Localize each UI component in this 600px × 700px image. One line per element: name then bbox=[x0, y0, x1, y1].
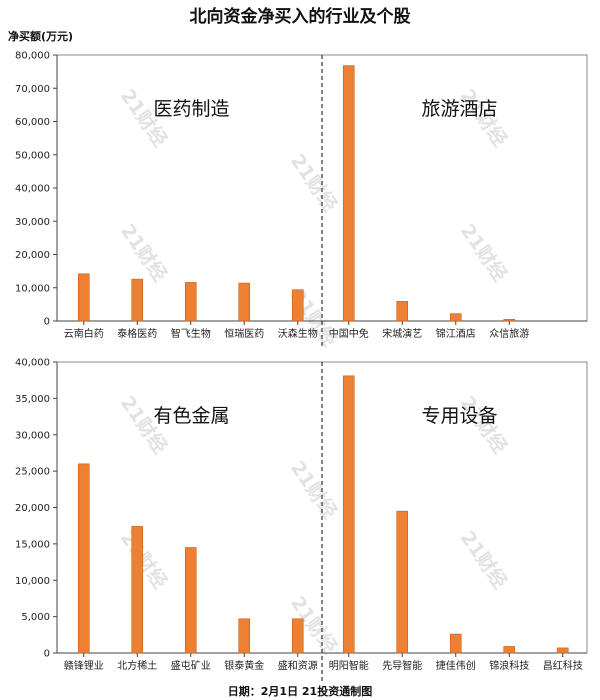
panel-2-watermark: 21财经 bbox=[286, 457, 342, 523]
panel-2-bar bbox=[184, 547, 197, 654]
panel-2-y-tick-label: 10,000 bbox=[15, 576, 50, 587]
panel-1-y-tick-label: 70,000 bbox=[15, 84, 50, 95]
panel-1-category-label: 泰格医药 bbox=[117, 327, 157, 340]
panel-2-y-tick-label: 40,000 bbox=[15, 358, 50, 369]
panel-1-category-label: 中国中免 bbox=[329, 327, 369, 340]
panel-2-category-label: 赣锋锂业 bbox=[64, 659, 104, 672]
panel-1-y-tick-label: 10,000 bbox=[15, 283, 50, 294]
panel-2-y-tick-label: 25,000 bbox=[15, 467, 50, 478]
panel-1-category-label: 智飞生物 bbox=[171, 327, 211, 340]
panel-2-bar bbox=[503, 646, 516, 654]
panel-1-bar bbox=[77, 273, 90, 322]
panel-2-bar bbox=[238, 618, 251, 654]
panel-2-segment-label: 专用设备 bbox=[421, 405, 497, 427]
footer-caption: 日期：2月1日 21投资通制图 bbox=[227, 685, 373, 698]
panel-1-category-label: 云南白药 bbox=[64, 327, 104, 340]
panel-2-category-label: 银泰黄金 bbox=[224, 659, 264, 672]
panel-2-segment-label: 有色金属 bbox=[153, 405, 229, 427]
panel-2-category-label: 北方稀土 bbox=[117, 659, 157, 672]
panel-1-category-label: 沃森生物 bbox=[278, 327, 318, 340]
panel-1-bar bbox=[238, 282, 251, 322]
panel-1-category-label: 锦江酒店 bbox=[436, 327, 476, 340]
panel-1-bar bbox=[449, 313, 462, 322]
panel-2-y-tick-label: 20,000 bbox=[15, 503, 50, 514]
panel-2-category-label: 捷佳伟创 bbox=[436, 659, 476, 672]
panel-2-bar bbox=[556, 647, 569, 654]
panel-2-category-label: 昌红科技 bbox=[543, 659, 583, 672]
panel-2-category-label: 先导智能 bbox=[382, 659, 422, 672]
panel-1-y-tick-label: 50,000 bbox=[15, 150, 50, 161]
panel-2-category-label: 锦浪科技 bbox=[489, 659, 529, 672]
panel-2-category-label: 明阳智能 bbox=[329, 659, 369, 672]
panel-2-y-tick-label: 0 bbox=[44, 649, 50, 660]
panel-2-watermark: 21财经 bbox=[116, 527, 172, 593]
chart-title: 北向资金净买入的行业及个股 bbox=[189, 7, 411, 27]
panel-1-watermark: 21财经 bbox=[286, 150, 342, 216]
panel-1-y-tick-label: 30,000 bbox=[15, 217, 50, 228]
panel-1-bar bbox=[131, 278, 144, 322]
panel-1-bar bbox=[291, 289, 304, 322]
panel-1-y-tick-label: 0 bbox=[44, 317, 50, 328]
y-axis-unit-label: 净买额(万元) bbox=[8, 30, 74, 43]
panel-1-y-tick-label: 40,000 bbox=[15, 184, 50, 195]
panel-1-bar bbox=[184, 282, 197, 322]
panel-1-watermark: 21财经 bbox=[456, 220, 512, 286]
panel-2-bar bbox=[449, 633, 462, 654]
panel-1-bar bbox=[503, 319, 516, 322]
panel-1-y-tick-label: 20,000 bbox=[15, 250, 50, 261]
panel-2-bar bbox=[77, 463, 90, 654]
panel-1-segment-label: 旅游酒店 bbox=[421, 98, 497, 120]
panel-1-y-tick-label: 80,000 bbox=[15, 51, 50, 62]
panel-1-bar bbox=[396, 301, 409, 322]
panel-1-watermark: 21财经 bbox=[116, 220, 172, 286]
panel-1-y-tick-label: 60,000 bbox=[15, 117, 50, 128]
panel-2-category-label: 盛和资源 bbox=[278, 659, 318, 672]
panel-2-y-tick-label: 5,000 bbox=[21, 612, 50, 623]
panel-2-bar bbox=[131, 526, 144, 654]
panel-1-category-label: 众信旅游 bbox=[489, 327, 529, 340]
panel-2-watermark: 21财经 bbox=[456, 527, 512, 593]
panel-2-y-tick-label: 15,000 bbox=[15, 539, 50, 550]
panel-1-bar bbox=[342, 65, 355, 322]
panel-1-category-label: 宋城演艺 bbox=[382, 327, 422, 340]
panel-2-bar bbox=[291, 618, 304, 654]
panel-2-bar bbox=[342, 375, 355, 654]
panel-1-category-label: 恒瑞医药 bbox=[224, 327, 264, 340]
panel-2-y-tick-label: 35,000 bbox=[15, 394, 50, 405]
panel-2-bar bbox=[396, 510, 409, 654]
panel-2-category-label: 盛屯矿业 bbox=[171, 659, 211, 672]
panel-1-segment-label: 医药制造 bbox=[153, 98, 229, 120]
panel-2-y-tick-label: 30,000 bbox=[15, 430, 50, 441]
